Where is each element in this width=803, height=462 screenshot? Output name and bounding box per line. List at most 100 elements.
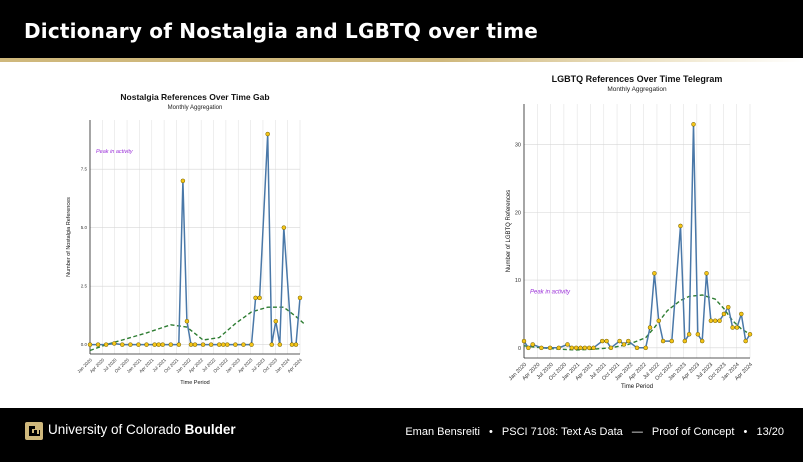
- data-point: [526, 345, 531, 351]
- data-point: [103, 342, 109, 347]
- data-point: [682, 338, 688, 344]
- y-axis-label: Number of Nostalgia References: [66, 197, 72, 277]
- chart-title: LGBTQ References Over Time Telegram: [552, 74, 723, 84]
- footer-meta: Eman Bensreiti • PSCI 7108: Text As Data…: [402, 426, 787, 438]
- y-tick-label: 10: [515, 278, 521, 284]
- nostalgia-gab-chart: Nostalgia References Over Time Gab Monthl…: [66, 92, 305, 386]
- data-point: [695, 332, 701, 337]
- series-line: [523, 123, 751, 349]
- data-point: [144, 342, 149, 347]
- data-point: [265, 131, 270, 137]
- data-point: [578, 345, 583, 351]
- data-point: [708, 318, 714, 323]
- footer-course: PSCI 7108: Text As Data: [501, 426, 623, 438]
- data-point: [289, 342, 295, 347]
- y-tick-label: 0: [518, 346, 521, 352]
- data-point: [200, 342, 206, 347]
- data-point: [297, 295, 303, 301]
- data-point: [582, 345, 588, 351]
- data-point: [604, 338, 609, 344]
- data-point: [253, 295, 258, 301]
- data-point: [216, 342, 222, 347]
- data-point: [656, 318, 661, 323]
- data-point: [643, 345, 648, 351]
- data-point: [747, 332, 753, 337]
- data-point: [704, 271, 709, 276]
- data-point: [176, 342, 182, 347]
- footer-bullet-2: •: [743, 426, 748, 438]
- data-point: [686, 332, 692, 337]
- data-point: [621, 342, 627, 347]
- data-point: [208, 342, 214, 347]
- chart-subtitle: Monthly Aggregation: [607, 86, 667, 93]
- data-point: [586, 345, 592, 351]
- data-point: [691, 122, 696, 127]
- data-point: [241, 342, 246, 347]
- data-point: [156, 342, 161, 347]
- data-point: [721, 311, 727, 317]
- trend-line: [523, 294, 751, 351]
- data-point: [184, 318, 190, 324]
- data-point: [233, 342, 238, 347]
- data-point: [660, 338, 666, 344]
- data-point: [221, 342, 226, 347]
- data-point: [699, 338, 705, 344]
- y-tick-label: 2.5: [81, 284, 88, 289]
- data-point: [599, 338, 605, 344]
- university-name: University of Colorado Boulder: [48, 422, 236, 437]
- peak-annotation: Peak in activity: [530, 290, 571, 296]
- data-point: [273, 318, 279, 324]
- data-point: [152, 342, 157, 347]
- data-point: [95, 342, 101, 347]
- footer-dash: —: [631, 426, 643, 438]
- y-axis-label: Number of LGBTQ References: [506, 190, 512, 272]
- gold-divider: [0, 58, 803, 62]
- data-point: [249, 342, 254, 347]
- data-point: [257, 295, 262, 301]
- university-name-regular: University of Colorado: [48, 422, 181, 437]
- data-point: [111, 341, 117, 346]
- x-axis-label: Time Period: [621, 384, 653, 390]
- data-point: [225, 342, 230, 347]
- data-point: [521, 338, 527, 344]
- data-point: [743, 338, 748, 344]
- data-point: [652, 271, 657, 276]
- data-point: [717, 318, 722, 323]
- data-point: [547, 345, 553, 351]
- slide-footer: [0, 408, 803, 462]
- data-point: [726, 304, 731, 310]
- footer-section: Proof of Concept: [651, 426, 735, 438]
- footer-author: Eman Bensreiti: [405, 426, 480, 438]
- data-point: [573, 345, 579, 351]
- data-point: [277, 342, 283, 347]
- data-point: [626, 338, 631, 344]
- y-tick-label: 7.5: [81, 167, 88, 172]
- university-name-bold: Boulder: [184, 422, 236, 437]
- data-point: [556, 345, 562, 351]
- data-point: [678, 223, 683, 229]
- y-tick-label: 0.0: [81, 342, 88, 347]
- slide-title: Dictionary of Nostalgia and LGBTQ over t…: [24, 19, 539, 43]
- footer-page: 13/20: [756, 426, 784, 438]
- data-point: [539, 345, 544, 351]
- data-point: [712, 318, 718, 323]
- y-tick-label: 20: [515, 210, 521, 216]
- data-point: [647, 325, 653, 330]
- data-point: [269, 342, 274, 347]
- lgbtq-telegram-chart: LGBTQ References Over Time Telegram Month…: [506, 74, 754, 390]
- data-point: [293, 342, 299, 347]
- data-point: [180, 178, 186, 184]
- cu-logo-icon: [25, 422, 43, 440]
- data-point: [669, 338, 675, 344]
- data-point: [530, 342, 535, 347]
- data-point: [160, 342, 165, 347]
- y-tick-label: 30: [515, 143, 521, 149]
- data-point: [730, 325, 735, 330]
- data-point: [87, 342, 93, 347]
- data-point: [136, 342, 141, 347]
- data-point: [739, 311, 744, 317]
- y-tick-label: 5.0: [81, 225, 88, 230]
- data-point: [128, 342, 133, 347]
- data-point: [120, 342, 125, 347]
- chart-subtitle: Monthly Aggregation: [168, 105, 223, 111]
